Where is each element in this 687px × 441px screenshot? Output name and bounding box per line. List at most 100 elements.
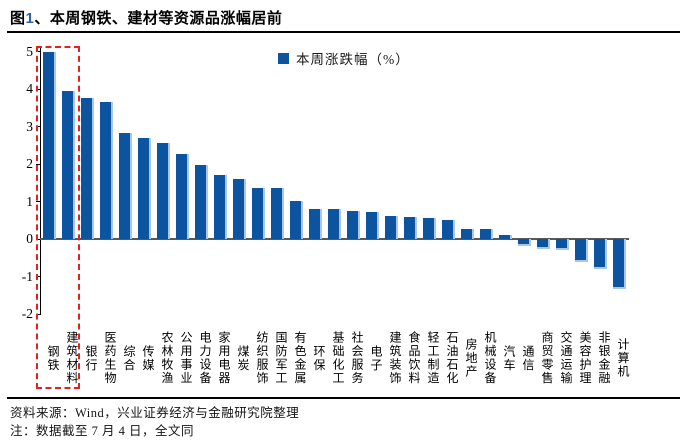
category-label: 交通运输 [559,331,573,385]
bar-column [496,51,515,314]
y-tick [36,51,41,52]
bar [574,239,588,262]
category-label: 煤炭 [236,344,250,372]
category-label: 非银金融 [597,331,611,385]
source-note: 资料来源：Wind，兴业证券经济与金融研究院整理 [10,406,300,420]
bar [156,143,170,239]
bar [175,154,189,239]
category-label: 机械设备 [483,331,497,385]
highlight-box [36,46,80,389]
category-label: 电子 [369,344,383,372]
category-labels: 钢铁 建筑材料 银行 医药生物 综合 传媒 农林牧渔 公用事业 电力设备 家用电器 煤炭 纺织服饰 国防… [40,323,630,393]
category-label: 有色金属 [293,331,307,385]
bar-column [572,51,591,314]
bar [137,137,151,239]
category-label: 建筑装饰 [388,331,402,385]
bar-column [135,51,154,314]
category-label: 银行 [84,344,98,372]
bar-column [420,51,439,314]
bar-column [154,51,173,314]
bar [118,133,132,239]
figure-title-prefix: 图 [10,10,26,27]
bar [308,209,322,239]
bar-column [78,51,97,314]
data-note: 注：数据截至 7 月 4 日，全文同 [10,424,195,438]
bar-column [610,51,629,314]
bar [194,165,208,239]
figure-number: 1 [25,10,35,27]
legend: 本周涨跌幅（%） [278,48,410,68]
category-label: 美容护理 [578,331,592,385]
bar [517,239,531,246]
y-tick [36,88,41,90]
bar [536,239,550,249]
category-label: 基础化工 [331,331,345,385]
bar-column [306,51,325,314]
bar-column [173,51,192,314]
category-label: 社会服务 [350,331,364,385]
figure-title: 图1、本周钢铁、建材等资源品涨幅居前 [10,7,282,28]
bar-column [591,51,610,314]
y-tick-label: 1 [26,193,33,209]
bar [441,219,455,239]
category-label: 建筑材料 [65,331,79,385]
bar-column [382,51,401,314]
bar-column [97,51,116,314]
bar [346,211,360,239]
bar-column [439,51,458,314]
figure-title-text: 、本周钢铁、建材等资源品涨幅居前 [34,10,283,27]
y-tick [36,163,41,165]
y-tick [36,276,41,277]
bar-column [192,51,211,314]
bar [99,102,113,239]
y-tick-label: 3 [26,118,33,134]
bar-column [363,51,382,314]
bar-column [59,51,78,314]
legend-swatch-icon [278,52,289,64]
bar [403,216,417,239]
category-label: 商贸零售 [540,331,554,385]
bar-column [211,51,230,314]
y-tick [36,126,41,127]
bar-column [287,51,306,314]
category-label: 公用事业 [179,331,193,385]
bar-column [553,51,572,314]
bar-column [230,51,249,314]
bar-column [534,51,553,314]
bar-column [249,51,268,314]
bar-column [116,51,135,314]
plot-area [40,51,629,314]
bar [460,228,474,239]
footer-divider [7,397,680,399]
category-label: 钢铁 [46,344,60,372]
bar-column [515,51,534,314]
category-label: 环保 [312,344,326,372]
bar [384,215,398,239]
category-label: 通信 [521,344,535,372]
bar [270,188,284,239]
category-label: 计算机 [616,337,630,379]
category-label: 食品饮料 [407,331,421,385]
category-label: 家用电器 [217,331,231,385]
bar [365,212,379,239]
category-label: 医药生物 [103,331,117,385]
bar [289,200,303,239]
y-tick-label: 5 [26,43,33,59]
category-label: 石油石化 [445,331,459,385]
bar [555,239,569,250]
bar [42,51,56,239]
bar [80,97,94,239]
y-tick [36,201,41,202]
bar-column [401,51,420,314]
bar [327,209,341,239]
bar [479,229,493,239]
y-tick [36,238,41,240]
category-label: 综合 [122,344,136,372]
category-label: 房地产 [464,337,478,379]
y-axis [40,48,41,314]
bar [422,218,436,239]
bar-column [458,51,477,314]
title-divider [7,31,680,33]
legend-label: 本周涨跌幅（%） [296,52,410,67]
